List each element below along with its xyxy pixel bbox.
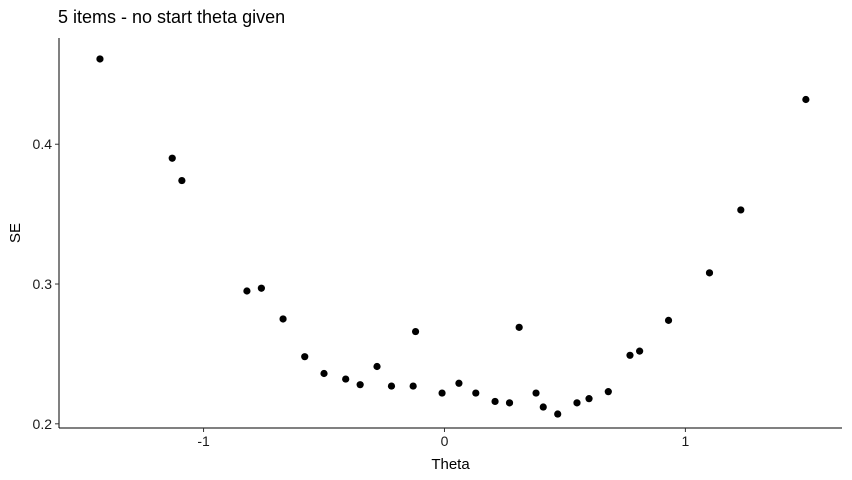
data-point	[320, 369, 328, 378]
data-point	[301, 353, 309, 361]
data-point	[373, 362, 381, 371]
data-point	[472, 389, 480, 397]
data-point	[626, 351, 634, 359]
data-point	[438, 389, 446, 397]
data-point	[505, 399, 514, 407]
data-point	[491, 397, 499, 406]
data-point	[554, 410, 562, 418]
x-axis-title: Theta	[431, 456, 470, 473]
points-layer	[96, 55, 810, 418]
x-tick-label: -1	[197, 433, 210, 449]
data-point	[539, 403, 547, 411]
y-tick-label: 0.2	[33, 416, 53, 432]
y-ticks: 0.2 0.3 0.4	[33, 136, 59, 432]
data-point	[168, 154, 176, 162]
data-point	[802, 95, 810, 104]
data-point	[342, 375, 350, 383]
data-point	[604, 388, 612, 396]
data-point	[532, 389, 540, 397]
x-tick-label: 0	[441, 433, 449, 449]
data-point	[737, 206, 745, 214]
chart-title: 5 items - no start theta given	[58, 7, 286, 27]
data-point	[96, 55, 104, 63]
y-tick-label: 0.3	[33, 276, 53, 292]
data-point	[515, 323, 523, 331]
data-point	[356, 381, 364, 389]
data-point	[409, 382, 417, 390]
data-point	[257, 284, 265, 292]
x-tick-label: 1	[682, 433, 690, 449]
data-point	[411, 327, 420, 336]
data-point	[455, 379, 463, 387]
data-point	[636, 347, 644, 355]
data-point	[243, 287, 251, 295]
data-point	[279, 315, 287, 323]
x-ticks: -1 0 1	[197, 428, 690, 449]
y-axis-title: SE	[7, 223, 24, 243]
data-point	[585, 395, 593, 403]
y-tick-label: 0.4	[33, 136, 53, 152]
data-point	[705, 269, 714, 277]
data-point	[664, 316, 673, 324]
data-point	[387, 382, 396, 390]
data-point	[573, 399, 581, 407]
data-point	[178, 176, 186, 185]
